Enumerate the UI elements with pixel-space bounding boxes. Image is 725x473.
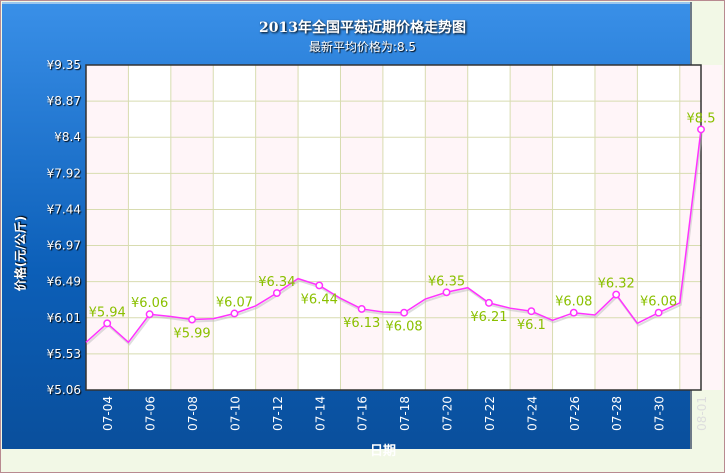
- data-point: [145, 310, 154, 319]
- y-tick-label: ¥9.35: [47, 58, 81, 72]
- data-point: [272, 289, 281, 297]
- x-tick-label: 08-01: [695, 396, 709, 431]
- x-tick-label: 07-12: [271, 396, 285, 431]
- data-point: [230, 309, 239, 318]
- x-tick-label: 07-30: [653, 396, 667, 431]
- x-axis-label: 日期: [370, 444, 397, 459]
- data-label: ¥5.94: [89, 305, 126, 320]
- y-tick-label: ¥6.97: [47, 239, 81, 253]
- data-point: [612, 290, 621, 299]
- data-label: ¥6.35: [428, 274, 465, 289]
- plot-border: [85, 64, 702, 391]
- data-point: [103, 319, 112, 328]
- data-point: [697, 125, 705, 134]
- x-tick-label: 07-24: [525, 396, 539, 431]
- x-tick-label: 07-18: [398, 396, 412, 431]
- y-tick-label: ¥5.53: [47, 347, 81, 361]
- data-point: [484, 298, 493, 307]
- data-point: [442, 288, 451, 297]
- x-tick-label: 07-04: [101, 396, 115, 431]
- y-tick-label: ¥6.01: [47, 311, 81, 325]
- x-tick-label: 07-06: [144, 396, 158, 431]
- data-label: ¥6.34: [258, 275, 295, 290]
- y-tick-label: ¥8.87: [47, 94, 81, 108]
- data-point: [188, 315, 196, 324]
- x-tick-label: 07-08: [186, 396, 200, 431]
- plot-band: [86, 65, 129, 390]
- data-label: ¥6.32: [598, 277, 635, 292]
- x-tick-label: 07-14: [313, 396, 327, 431]
- data-label: ¥6.13: [343, 316, 380, 331]
- plot-band: [255, 65, 299, 390]
- data-label: ¥6.06: [131, 296, 168, 311]
- data-label: ¥6.21: [470, 310, 507, 325]
- data-point: [357, 304, 366, 313]
- x-tick-label: 07-10: [228, 396, 242, 431]
- data-label: ¥6.07: [216, 295, 253, 310]
- data-point: [315, 281, 324, 290]
- plot-band: [594, 65, 638, 390]
- data-label: ¥6.08: [640, 295, 677, 310]
- data-label: ¥6.44: [301, 292, 338, 307]
- y-tick-label: ¥5.06: [47, 383, 81, 397]
- data-point: [654, 308, 663, 317]
- plot-band: [510, 65, 553, 390]
- y-tick-label: ¥8.4: [54, 130, 81, 144]
- x-tick-label: 07-16: [356, 396, 370, 431]
- data-label: ¥6.08: [555, 295, 592, 310]
- x-tick-label: 07-26: [568, 396, 582, 431]
- plot-band: [425, 65, 468, 390]
- data-label: ¥5.99: [173, 327, 210, 342]
- chart-title: 2013年全国平菇近期价格走势图: [259, 20, 466, 36]
- y-tick-label: ¥7.44: [47, 202, 81, 216]
- y-tick-label: ¥6.49: [47, 275, 81, 289]
- chart-subtitle: 最新平均价格为:8.5: [308, 40, 417, 54]
- data-label: ¥8.5: [687, 111, 716, 126]
- data-point: [400, 308, 409, 317]
- data-label: ¥6.1: [517, 318, 546, 333]
- x-tick-label: 07-28: [610, 396, 624, 431]
- data-point: [569, 308, 578, 317]
- x-tick-label: 07-20: [441, 396, 455, 431]
- x-tick-label: 07-22: [483, 396, 497, 431]
- y-tick-label: ¥7.92: [47, 166, 81, 180]
- plot-band: [340, 65, 383, 390]
- plot-band: [170, 65, 214, 390]
- data-point: [527, 307, 536, 316]
- data-label: ¥6.08: [385, 320, 422, 335]
